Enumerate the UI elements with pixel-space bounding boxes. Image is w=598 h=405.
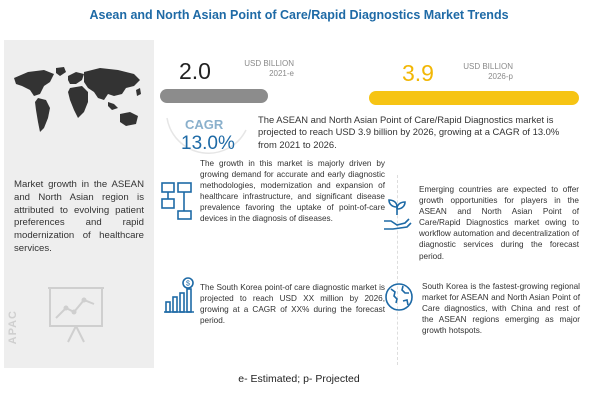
unit-label-2026: USD BILLION (463, 62, 513, 71)
presentation-chart-icon (48, 287, 104, 343)
cagr-arc (166, 117, 247, 154)
trend-block-2: The South Korea point-of care diagnostic… (200, 283, 385, 326)
bar-2021 (160, 89, 268, 103)
unit-label-2021: USD BILLION (244, 59, 294, 68)
svg-text:$: $ (186, 281, 190, 288)
bar-2026 (369, 91, 579, 105)
unit-2021: USD BILLION 2021-e (222, 59, 294, 79)
trend-block-3: Emerging countries are expected to offer… (419, 185, 579, 261)
footnote: e- Estimated; p- Projected (238, 373, 360, 385)
unit-2026: USD BILLION 2026-p (441, 62, 513, 82)
divider (397, 175, 398, 365)
value-2026: 3.9 (402, 60, 434, 86)
cagr-label: CAGR (185, 117, 224, 132)
growing-plant-icon (384, 199, 412, 230)
flowchart-icon (161, 182, 192, 220)
world-map-icon (14, 67, 141, 132)
growth-chart-icon: $ (164, 277, 194, 313)
year-label-2021: 2021-e (269, 69, 294, 78)
trend-block-1: The growth in this market is majorly dri… (200, 159, 385, 224)
region-label: APAC (7, 310, 19, 345)
left-panel: Market growth in the ASEAN and North Asi… (4, 40, 154, 368)
cagr-value: 13.0% (181, 133, 235, 154)
globe-icon (385, 283, 413, 311)
trend-block-4: South Korea is the fastest-growing regio… (422, 282, 580, 336)
value-2021: 2.0 (179, 58, 211, 84)
left-panel-text: Market growth in the ASEAN and North Asi… (14, 179, 144, 254)
year-label-2026: 2026-p (488, 72, 513, 81)
market-summary: The ASEAN and North Asian Point of Care/… (258, 114, 560, 150)
page-title: Asean and North Asian Point of Care/Rapi… (89, 8, 509, 22)
